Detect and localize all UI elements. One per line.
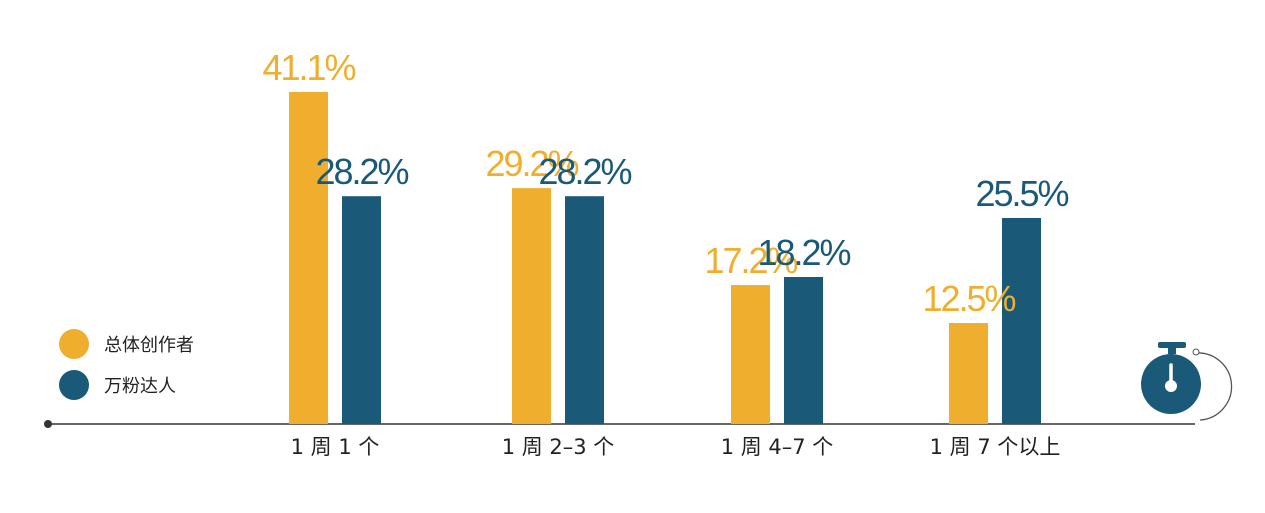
bar-10k-3 xyxy=(784,276,823,424)
value-label-10k-4: 25.5% xyxy=(975,173,1068,214)
x-axis-start-dot xyxy=(44,420,52,428)
bars-group xyxy=(289,92,1041,424)
category-label-2: 1 周 2–3 个 xyxy=(502,435,615,459)
value-label-10k-1: 28.2% xyxy=(315,151,408,192)
value-label-overall-4: 12.5% xyxy=(922,278,1015,319)
legend: 总体创作者 万粉达人 xyxy=(59,329,194,400)
bar-10k-1 xyxy=(342,196,381,424)
value-label-overall-1: 41.1% xyxy=(262,47,355,88)
value-label-10k-3: 18.2% xyxy=(757,232,850,273)
bar-10k-2 xyxy=(565,196,604,424)
bar-overall-3 xyxy=(731,285,770,424)
bar-overall-1 xyxy=(289,92,328,424)
legend-label-10k: 万粉达人 xyxy=(104,376,176,397)
value-label-10k-2: 28.2% xyxy=(538,151,631,192)
value-label-overall-3: 17.2% xyxy=(704,240,797,281)
category-label-4: 1 周 7 个以上 xyxy=(930,435,1061,459)
bar-10k-4 xyxy=(1002,218,1041,424)
legend-swatch-10k xyxy=(59,370,89,400)
stopwatch-icon xyxy=(1141,342,1233,421)
legend-label-overall: 总体创作者 xyxy=(104,335,194,356)
legend-swatch-overall xyxy=(59,329,89,359)
value-labels-group: 41.1%28.2% 29.2%28.2%17.2%18.2%12.5%25.5% xyxy=(262,47,1070,319)
category-label-1: 1 周 1 个 xyxy=(291,435,380,459)
value-label-overall-2: 29.2% xyxy=(485,143,578,184)
bar-overall-4 xyxy=(949,323,988,424)
category-label-3: 1 周 4–7 个 xyxy=(721,435,834,459)
category-labels-group: 1 周 1 个 1 周 2–3 个 1 周 4–7 个 1 周 7 个以上 xyxy=(291,435,1061,459)
bar-overall-2 xyxy=(512,188,551,424)
